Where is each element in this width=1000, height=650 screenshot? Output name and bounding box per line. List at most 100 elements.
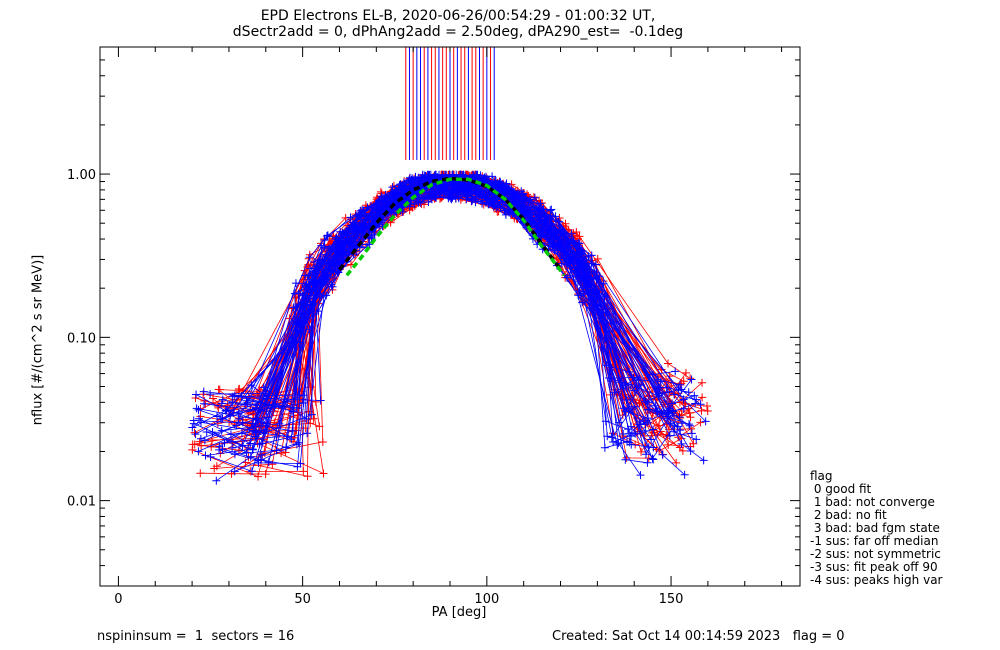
red-data-point	[697, 406, 706, 415]
blue-data-point	[679, 404, 688, 413]
blue-data-point	[259, 383, 268, 392]
red-data-point	[234, 387, 243, 396]
blue-data-point	[701, 417, 710, 426]
blue-data-point	[644, 405, 653, 414]
blue-data-point	[631, 429, 640, 438]
blue-series-line	[216, 175, 704, 482]
blue-data-point	[424, 197, 433, 206]
blue-data-point	[264, 458, 273, 467]
blue-data-point	[491, 176, 500, 185]
blue-data-point	[201, 451, 210, 460]
blue-data-point	[662, 383, 671, 392]
blue-data-point	[642, 450, 651, 459]
blue-data-point	[295, 391, 304, 400]
blue-data-point	[476, 189, 485, 198]
blue-data-point	[194, 447, 203, 456]
blue-data-point	[200, 436, 209, 445]
blue-data-point	[428, 188, 437, 197]
blue-data-point	[228, 398, 237, 407]
blue-data-point	[564, 242, 573, 251]
blue-data-point	[690, 391, 699, 400]
red-data-point	[575, 232, 584, 241]
blue-data-point	[320, 236, 329, 245]
red-data-point	[681, 399, 690, 408]
red-data-point	[281, 448, 290, 457]
y-tick-label: 0.10	[67, 331, 96, 346]
blue-data-point	[328, 282, 337, 291]
blue-data-point	[600, 335, 609, 344]
x-axis-label: PA [deg]	[431, 605, 487, 620]
blue-data-point	[291, 326, 300, 335]
blue-data-point	[444, 190, 453, 199]
blue-data-point	[309, 277, 318, 286]
red-data-point	[191, 394, 200, 403]
blue-data-point	[322, 277, 331, 286]
blue-data-point	[262, 394, 271, 403]
blue-data-point	[501, 210, 510, 219]
blue-data-point	[246, 452, 255, 461]
red-data-point	[318, 437, 327, 446]
blue-data-point	[540, 218, 549, 227]
blue-data-point	[192, 390, 201, 399]
blue-data-point	[323, 255, 332, 264]
axis-ticks: 0 50 100 150 0.01 0.10 1.00	[67, 46, 800, 607]
blue-data-point	[331, 235, 340, 244]
blue-data-point	[335, 246, 344, 255]
blue-data-point	[238, 441, 247, 450]
blue-data-point	[415, 195, 424, 204]
red-data-point	[637, 447, 646, 456]
blue-data-point	[684, 388, 693, 397]
blue-data-point	[665, 431, 674, 440]
blue-data-point	[675, 380, 684, 389]
blue-data-point	[529, 206, 538, 215]
blue-data-point	[346, 221, 355, 230]
blue-data-point	[677, 439, 686, 448]
red-data-point	[686, 413, 695, 422]
blue-data-point	[670, 390, 679, 399]
blue-data-point	[647, 435, 656, 444]
blue-data-point	[310, 294, 319, 303]
blue-data-point	[607, 433, 616, 442]
blue-data-point	[388, 183, 397, 192]
red-data-point	[689, 439, 698, 448]
footer-spin-info: nspininsum = 1 sectors = 16	[97, 629, 295, 644]
blue-data-point	[262, 407, 271, 416]
x-tick-label: 0	[114, 592, 122, 607]
blue-data-point	[191, 430, 200, 439]
blue-data-point	[626, 380, 635, 389]
red-data-point	[214, 385, 223, 394]
red-data-point	[319, 469, 328, 478]
blue-data-point	[228, 443, 237, 452]
red-data-point	[389, 181, 398, 190]
blue-data-point	[251, 422, 260, 431]
legend-entry: 3 bad: bad fgm state	[810, 521, 940, 535]
red-data-point	[190, 428, 199, 437]
red-data-point	[299, 467, 308, 476]
blue-data-point	[314, 307, 323, 316]
x-tick-label: 50	[294, 592, 311, 607]
blue-data-point	[625, 438, 634, 447]
legend-entry: 1 bad: not converge	[810, 495, 935, 509]
blue-data-point	[636, 420, 645, 429]
blue-data-point	[246, 439, 255, 448]
red-data-point	[311, 397, 320, 406]
blue-data-point	[251, 432, 260, 441]
blue-data-point	[517, 187, 526, 196]
blue-data-point	[320, 243, 329, 252]
blue-series-line	[260, 180, 642, 468]
chart-title: EPD Electrons EL-B, 2020-06-26/00:54:29 …	[260, 8, 656, 24]
blue-data-point	[287, 435, 296, 444]
legend-entry: -1 sus: far off median	[810, 534, 939, 548]
red-data-point	[341, 213, 350, 222]
blue-data-point	[478, 199, 487, 208]
blue-data-point	[691, 399, 700, 408]
blue-data-point	[619, 430, 628, 439]
red-data-point	[196, 469, 205, 478]
blue-data-point	[310, 269, 319, 278]
blue-data-point	[212, 476, 221, 485]
blue-data-point	[668, 399, 677, 408]
blue-data-point	[215, 442, 224, 451]
blue-series-line	[255, 174, 693, 437]
blue-data-point	[671, 367, 680, 376]
model-fit-group	[338, 176, 566, 277]
